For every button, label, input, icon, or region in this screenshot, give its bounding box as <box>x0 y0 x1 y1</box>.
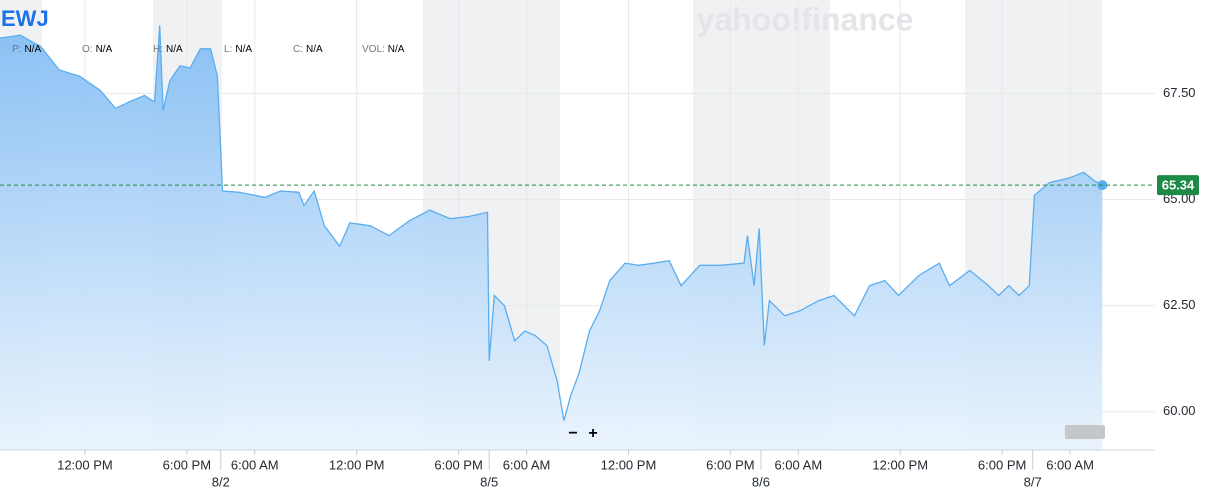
zoom-out[interactable]: − <box>568 425 577 442</box>
quote-value: N/A <box>24 44 41 55</box>
quote-value: N/A <box>306 44 323 55</box>
quote-label: L: <box>224 44 232 55</box>
x-tick-label: 6:00 PM <box>434 457 482 472</box>
y-tick-label: 60.00 <box>1163 403 1196 418</box>
zoom-in[interactable]: + <box>588 425 597 442</box>
x-tick-label: 6:00 PM <box>978 457 1026 472</box>
x-tick-label: 6:00 PM <box>163 457 211 472</box>
x-tick-label: 6:00 AM <box>1046 457 1094 472</box>
quote-label: VOL: <box>362 44 385 55</box>
date-label: 8/6 <box>752 474 770 489</box>
quote-field: H: N/A <box>153 44 183 55</box>
quote-value: N/A <box>166 44 183 55</box>
x-tick-label: 12:00 PM <box>601 457 657 472</box>
quote-field: P: N/A <box>12 44 41 55</box>
price-line <box>0 25 1103 421</box>
price-area <box>0 25 1103 450</box>
scroll-handle[interactable] <box>1065 425 1105 439</box>
x-tick-label: 6:00 PM <box>706 457 754 472</box>
quote-value: N/A <box>388 44 405 55</box>
x-tick-label: 12:00 PM <box>57 457 113 472</box>
last-price-label: 65.34 <box>1162 178 1195 193</box>
date-label: 8/7 <box>1024 474 1042 489</box>
quote-field: C: N/A <box>293 44 323 55</box>
plot <box>0 25 1155 450</box>
quote-label: P: <box>12 44 21 55</box>
last-price-badge <box>1157 175 1199 196</box>
y-tick-label: 62.50 <box>1163 297 1196 312</box>
x-tick-label: 12:00 PM <box>872 457 928 472</box>
quote-value: N/A <box>235 44 252 55</box>
x-tick-label: 6:00 AM <box>774 457 822 472</box>
quote-field: O: N/A <box>82 44 113 55</box>
quote-value: N/A <box>96 44 113 55</box>
quote-field: L: N/A <box>224 44 252 55</box>
y-tick-label: 67.50 <box>1163 85 1196 100</box>
x-tick-label: 6:00 AM <box>231 457 279 472</box>
quote-label: C: <box>293 44 303 55</box>
quote-fields: P: N/A O: N/A H: N/A L: N/A C: N/A VOL: N/A <box>12 44 405 55</box>
date-label: 8/2 <box>212 474 230 489</box>
quote-label: O: <box>82 44 93 55</box>
ticker-symbol: EWJ <box>1 6 49 31</box>
quote-label: H: <box>153 44 163 55</box>
quote-field: VOL: N/A <box>362 44 405 55</box>
x-tick-label: 6:00 AM <box>503 457 551 472</box>
watermark: yahoo!finance <box>697 1 914 37</box>
x-tick-label: 12:00 PM <box>329 457 385 472</box>
date-label: 8/5 <box>480 474 498 489</box>
